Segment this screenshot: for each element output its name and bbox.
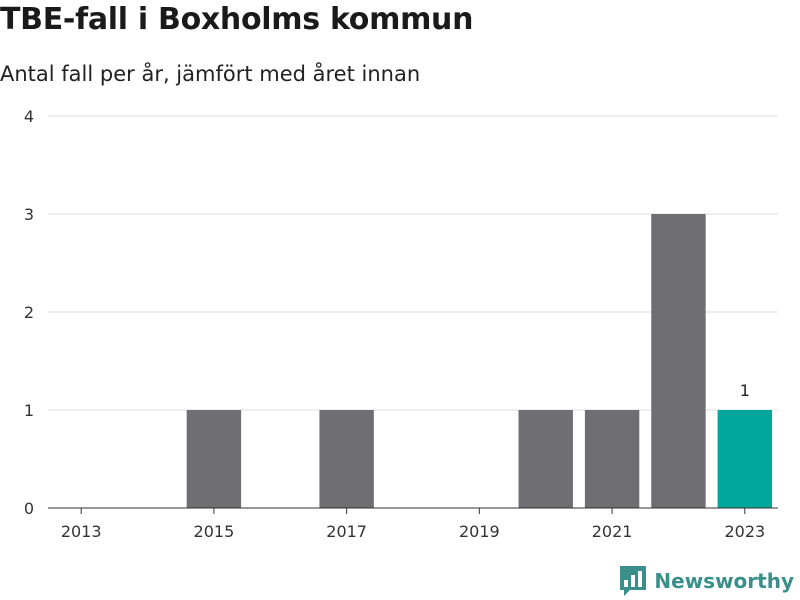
bar [319, 410, 374, 508]
y-tick-label: 4 [24, 107, 34, 126]
bar [584, 410, 640, 508]
y-tick-label: 2 [24, 303, 34, 322]
bar [717, 410, 773, 508]
newsworthy-bar-logo-icon [620, 566, 647, 596]
x-tick-label: 2017 [326, 522, 367, 541]
x-tick-label: 2021 [592, 522, 633, 541]
y-tick-label: 1 [24, 401, 34, 420]
y-tick-label: 3 [24, 205, 34, 224]
brand-name: Newsworthy [654, 569, 794, 593]
chart-subtitle: Antal fall per år, jämfört med året inna… [0, 62, 421, 86]
x-tick-label: 2013 [61, 522, 102, 541]
chart-title: TBE-fall i Boxholms kommun [0, 2, 474, 37]
x-tick-label: 2015 [194, 522, 235, 541]
bar [518, 410, 573, 508]
x-tick-label: 2023 [724, 522, 765, 541]
bar [651, 214, 706, 508]
newsworthy-brand: Newsworthy [620, 566, 794, 596]
y-tick-label: 0 [24, 499, 34, 518]
data-label: 1 [740, 381, 750, 400]
bar [186, 410, 242, 508]
x-tick-label: 2019 [459, 522, 500, 541]
